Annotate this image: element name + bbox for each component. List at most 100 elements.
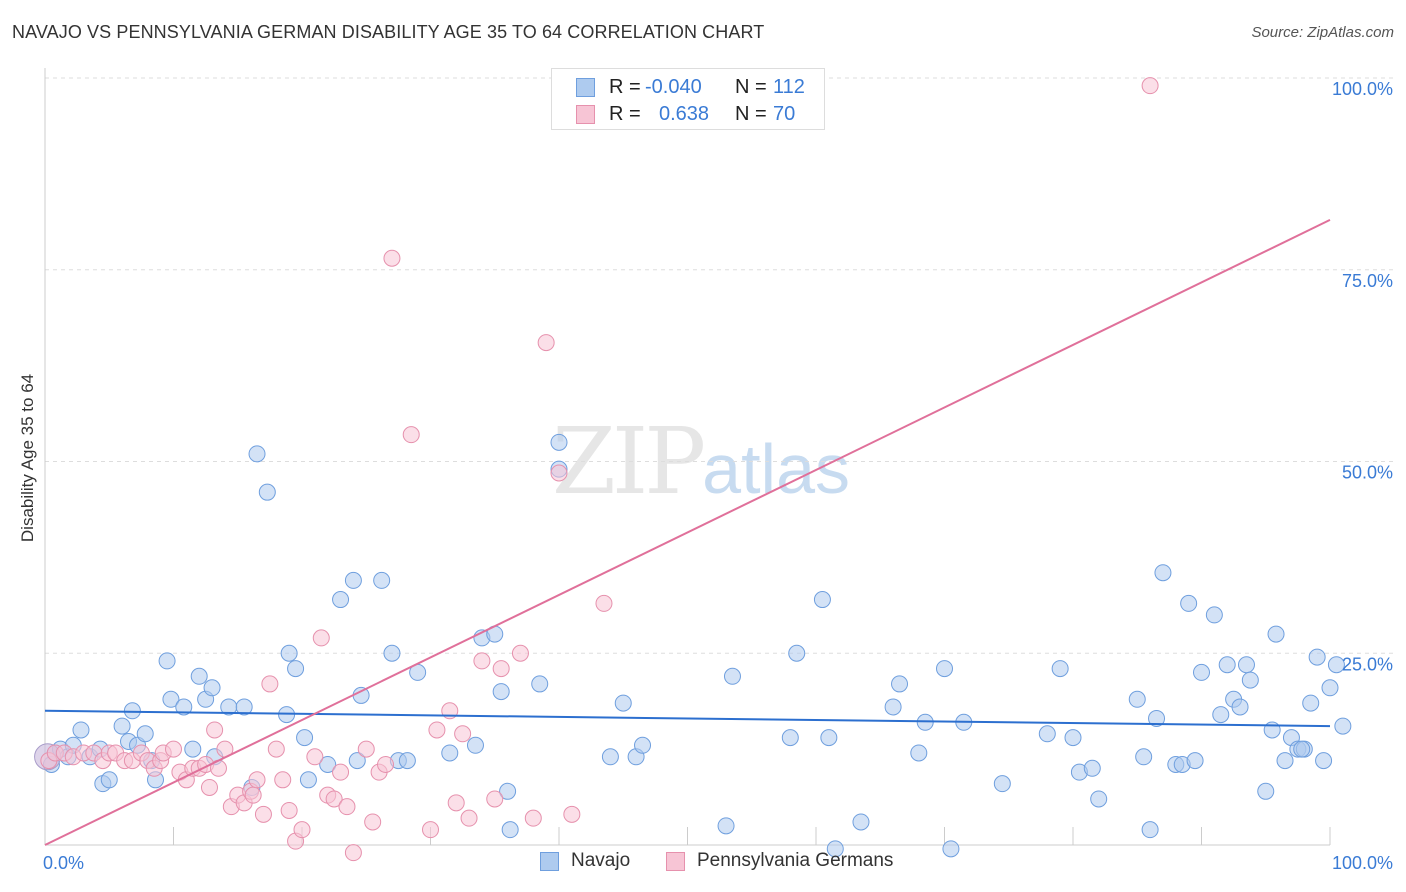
navajo-point (1302, 694, 1320, 712)
navajo-point (287, 660, 305, 678)
penn-point (165, 740, 182, 758)
penn-point (377, 755, 395, 773)
penn-point (280, 801, 298, 819)
penn-r-label: R = (609, 102, 641, 125)
navajo-point (1135, 748, 1153, 766)
navajo-point (136, 725, 154, 743)
navajo-point (550, 433, 568, 451)
navajo-swatch (576, 78, 595, 97)
navajo-point (1334, 717, 1352, 735)
penn-point (344, 844, 362, 862)
penn-point (550, 464, 568, 482)
penn-points (40, 77, 1159, 862)
navajo-point (1090, 790, 1108, 808)
penn-legend-swatch (666, 851, 685, 871)
penn-point (422, 821, 439, 839)
navajo-point (1193, 663, 1210, 681)
penn-point (402, 426, 420, 444)
penn-point (206, 721, 224, 739)
trend-lines (44, 218, 1331, 846)
penn-point (563, 805, 581, 823)
navajo-point (1241, 671, 1259, 689)
navajo-n-value: 112 (773, 75, 805, 98)
navajo-point (942, 840, 960, 858)
penn-point (454, 725, 472, 743)
navajo-point (348, 752, 366, 770)
navajo-point (614, 694, 632, 712)
navajo-point (1128, 690, 1146, 708)
navajo-legend-swatch (540, 851, 559, 871)
navajo-point (100, 771, 118, 789)
navajo-point (936, 660, 953, 678)
navajo-point (1205, 606, 1223, 624)
grid (45, 77, 1395, 654)
penn-point (267, 740, 285, 758)
navajo-point (162, 690, 180, 708)
penn-swatch (576, 105, 595, 124)
penn-point (357, 740, 375, 758)
penn-point (595, 594, 613, 612)
axes (44, 68, 1331, 846)
navajo-point (441, 744, 459, 762)
penn-point (248, 771, 266, 789)
navajo-point (466, 736, 484, 754)
series-legend: Navajo Pennsylvania Germans (0, 850, 1406, 876)
navajo-point (1308, 648, 1326, 666)
navajo-point (1141, 821, 1159, 839)
navajo-point (781, 729, 799, 747)
navajo-point (910, 744, 928, 762)
navajo-point (1064, 729, 1082, 747)
navajo-point (344, 571, 362, 589)
navajo-point (1186, 752, 1204, 770)
navajo-point (1154, 564, 1172, 582)
tick-labels: 25.0% 50.0% 75.0% 100.0% 0.0% 100.0% (43, 79, 1393, 873)
source-label: Source: ZipAtlas.com (1251, 24, 1394, 41)
navajo-point (1315, 752, 1333, 770)
navajo-point (826, 840, 844, 858)
penn-point (332, 763, 350, 781)
penn-point (460, 809, 478, 827)
navajo-point (299, 771, 317, 789)
legend-row-penn: R = 0.638 N = 70 (552, 101, 824, 127)
penn-point (537, 334, 555, 352)
navajo-point (1263, 721, 1281, 739)
navajo-point (235, 698, 253, 716)
navajo-point (1212, 706, 1230, 724)
legend-row-navajo: R = -0.040 N = 112 (552, 74, 824, 100)
navajo-point (820, 729, 838, 747)
penn-trend-line (44, 218, 1331, 846)
penn-point (312, 629, 330, 647)
navajo-point (993, 775, 1011, 793)
navajo-point (184, 740, 202, 758)
penn-point (428, 721, 446, 739)
penn-point (524, 809, 542, 827)
penn-point (261, 675, 279, 693)
penn-legend-label: Pennsylvania Germans (697, 850, 894, 871)
penn-point (338, 798, 356, 816)
navajo-point (1321, 679, 1339, 697)
navajo-point (113, 717, 131, 735)
penn-point (1141, 77, 1159, 95)
navajo-point (190, 667, 208, 685)
penn-n-value: 70 (773, 102, 796, 125)
navajo-point (499, 782, 517, 800)
penn-point (244, 786, 262, 804)
navajo-point (332, 591, 350, 609)
penn-point (486, 790, 504, 808)
navajo-point (884, 698, 902, 716)
navajo-point (717, 817, 735, 835)
navajo-r-value: -0.040 (645, 75, 702, 98)
navajo-point (852, 813, 870, 831)
y-tick-label-25: 25.0% (1342, 654, 1393, 674)
x-tick-label-100: 100.0% (1332, 853, 1393, 873)
penn-point (364, 813, 382, 831)
penn-r-value: 0.638 (659, 102, 710, 125)
navajo-trend-line (44, 709, 1331, 728)
penn-point (274, 771, 292, 789)
navajo-point (72, 721, 90, 739)
navajo-point (501, 821, 519, 839)
legend-item-penn[interactable]: Pennsylvania Germans (666, 850, 893, 872)
chart-title: NAVAJO VS PENNSYLVANIA GERMAN DISABILITY… (12, 22, 765, 42)
navajo-point (1327, 656, 1345, 674)
legend-item-navajo[interactable]: Navajo (540, 850, 630, 872)
